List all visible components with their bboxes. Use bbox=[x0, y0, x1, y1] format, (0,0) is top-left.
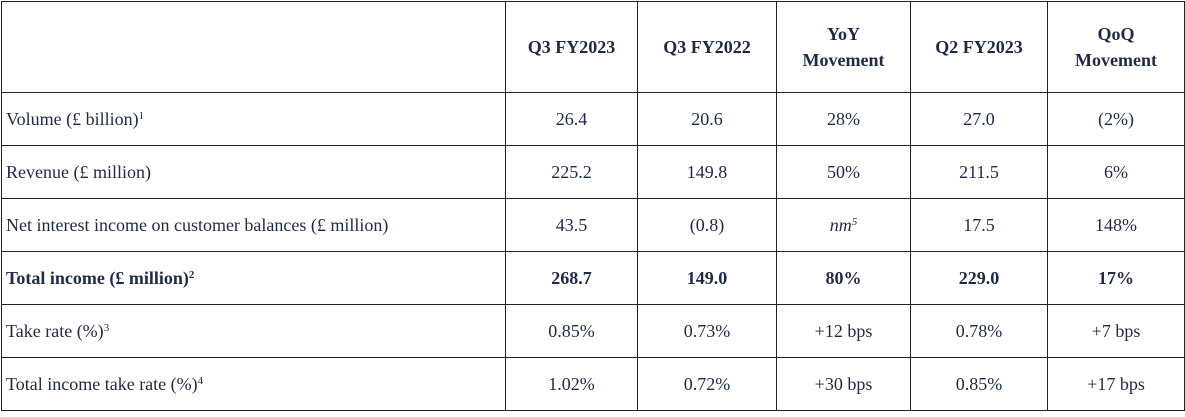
row-label: Take rate (%)3 bbox=[1, 304, 506, 358]
column-header: Q3 FY2022 bbox=[637, 1, 777, 93]
value-text: 26.4 bbox=[555, 108, 588, 129]
value-cell: 268.7 bbox=[505, 251, 638, 305]
value-cell: nm5 bbox=[776, 198, 911, 252]
footnote-ref: 5 bbox=[851, 215, 858, 228]
value-cell: +17 bps bbox=[1047, 357, 1185, 411]
value-cell: 0.78% bbox=[910, 304, 1048, 358]
value-text: 149.8 bbox=[686, 161, 728, 182]
value-cell: (0.8) bbox=[637, 198, 777, 252]
value-cell: +30 bps bbox=[776, 357, 911, 411]
value-cell: +7 bps bbox=[1047, 304, 1185, 358]
value-text: +17 bps bbox=[1087, 373, 1145, 394]
value-text: 1.02% bbox=[548, 373, 595, 394]
header-row: Q3 FY2023 Q3 FY2022 YoY Movement Q2 FY2023 Q… bbox=[1, 1, 1185, 93]
column-header: Q3 FY2023 bbox=[505, 1, 638, 93]
table-row: Take rate (%)3 0.85% 0.73% +12 bps 0.78% +7 b… bbox=[1, 304, 1185, 358]
value-cell: 6% bbox=[1047, 145, 1185, 199]
table-body: Volume (£ billion)1 26.4 20.6 28% 27.0 (2%) Re… bbox=[1, 92, 1185, 411]
value-text: 268.7 bbox=[551, 267, 592, 288]
value-text: 17% bbox=[1098, 267, 1134, 288]
table-row: Volume (£ billion)1 26.4 20.6 28% 27.0 (2%) bbox=[1, 92, 1185, 146]
column-header: QoQ Movement bbox=[1047, 1, 1185, 93]
label-text: Volume (£ billion) bbox=[6, 108, 139, 129]
column-header: Q2 FY2023 bbox=[910, 1, 1048, 93]
table-row: Net interest income on customer balances… bbox=[1, 198, 1185, 252]
row-label: Volume (£ billion)1 bbox=[1, 92, 506, 146]
value-text: 27.0 bbox=[963, 108, 995, 129]
value-cell: 0.72% bbox=[637, 357, 777, 411]
value-cell: 17% bbox=[1047, 251, 1185, 305]
value-cell: 1.02% bbox=[505, 357, 638, 411]
row-label: Total income take rate (%)4 bbox=[1, 357, 506, 411]
value-cell: 20.6 bbox=[637, 92, 777, 146]
column-header: YoY Movement bbox=[776, 1, 911, 93]
value-text: 80% bbox=[825, 267, 862, 288]
value-cell: 0.85% bbox=[505, 304, 638, 358]
value-cell: 225.2 bbox=[505, 145, 638, 199]
value-cell: 148% bbox=[1047, 198, 1185, 252]
label-text: Revenue (£ million) bbox=[6, 161, 151, 182]
value-text: 0.85% bbox=[548, 320, 595, 341]
value-text: 0.78% bbox=[955, 320, 1003, 341]
value-text: +7 bps bbox=[1091, 320, 1141, 341]
value-text: +30 bps bbox=[814, 373, 873, 394]
row-label: Revenue (£ million) bbox=[1, 145, 506, 199]
value-cell: 80% bbox=[776, 251, 911, 305]
value-cell: 26.4 bbox=[505, 92, 638, 146]
value-cell: 43.5 bbox=[505, 198, 638, 252]
value-text: 229.0 bbox=[958, 267, 1000, 288]
value-cell: 149.8 bbox=[637, 145, 777, 199]
value-cell: 50% bbox=[776, 145, 911, 199]
value-text: 0.72% bbox=[683, 373, 731, 394]
value-cell: +12 bps bbox=[776, 304, 911, 358]
value-cell: (2%) bbox=[1047, 92, 1185, 146]
value-text: 0.73% bbox=[683, 320, 731, 341]
value-cell: 17.5 bbox=[910, 198, 1048, 252]
label-text: Take rate (%) bbox=[6, 320, 104, 341]
label-text: Net interest income on customer balances… bbox=[6, 214, 389, 235]
value-cell: 0.73% bbox=[637, 304, 777, 358]
value-text: 148% bbox=[1095, 214, 1137, 235]
value-text: 50% bbox=[827, 161, 860, 182]
footnote-ref: 1 bbox=[138, 109, 145, 122]
header-empty bbox=[1, 1, 506, 93]
row-label: Net interest income on customer balances… bbox=[1, 198, 506, 252]
value-text: 20.6 bbox=[691, 108, 723, 129]
footnote-ref: 4 bbox=[197, 374, 204, 387]
value-cell: 211.5 bbox=[910, 145, 1048, 199]
row-label: Total income (£ million)2 bbox=[1, 251, 506, 305]
label-text: Total income (£ million) bbox=[6, 267, 189, 288]
value-cell: 149.0 bbox=[637, 251, 777, 305]
value-text: +12 bps bbox=[814, 320, 873, 341]
value-text: 43.5 bbox=[555, 214, 588, 235]
table-row: Total income take rate (%)4 1.02% 0.72% +30… bbox=[1, 357, 1185, 411]
value-cell: 229.0 bbox=[910, 251, 1048, 305]
value-text: (0.8) bbox=[689, 214, 725, 235]
value-text: 0.85% bbox=[955, 373, 1003, 394]
value-cell: 27.0 bbox=[910, 92, 1048, 146]
value-text: nm bbox=[829, 214, 852, 235]
value-text: 225.2 bbox=[551, 161, 592, 182]
value-text: 17.5 bbox=[963, 214, 995, 235]
label-text: Total income take rate (%) bbox=[6, 373, 198, 394]
table-row: Total income (£ million)2 268.7 149.0 80% 22… bbox=[1, 251, 1185, 305]
table-row: Revenue (£ million) 225.2 149.8 50% 211.5 6% bbox=[1, 145, 1185, 199]
value-text: (2%) bbox=[1098, 108, 1134, 129]
value-text: 211.5 bbox=[959, 161, 999, 182]
value-cell: 28% bbox=[776, 92, 911, 146]
value-cell: 0.85% bbox=[910, 357, 1048, 411]
footnote-ref: 3 bbox=[103, 321, 110, 334]
value-text: 6% bbox=[1104, 161, 1128, 182]
value-text: 149.0 bbox=[686, 267, 728, 288]
footnote-ref: 2 bbox=[188, 268, 195, 281]
value-text: 28% bbox=[827, 108, 860, 129]
